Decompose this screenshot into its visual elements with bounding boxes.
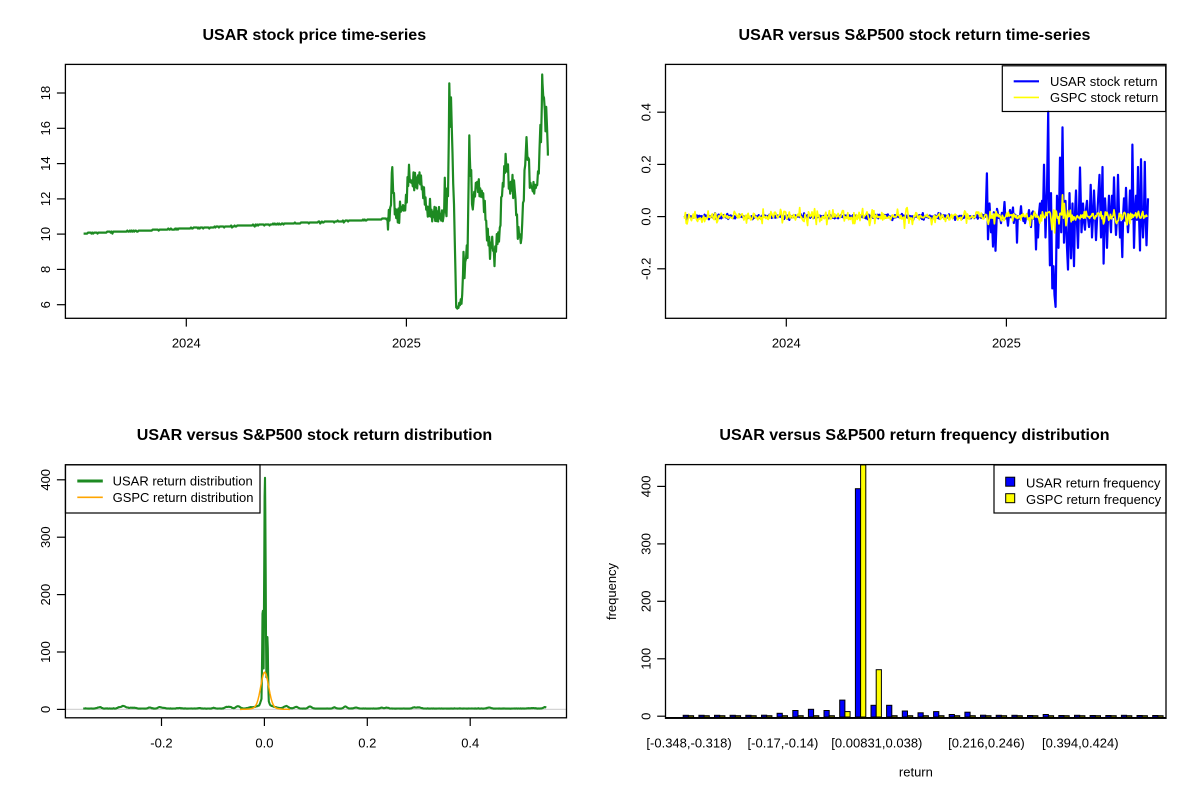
svg-text:300: 300 [38, 526, 53, 548]
svg-text:0.4: 0.4 [461, 736, 479, 751]
svg-text:2025: 2025 [392, 336, 421, 351]
svg-text:GSPC stock return: GSPC stock return [1050, 90, 1158, 105]
svg-text:USAR versus S&P500 return freq: USAR versus S&P500 return frequency dist… [719, 426, 1109, 444]
svg-text:100: 100 [38, 641, 53, 663]
svg-text:0: 0 [38, 706, 53, 713]
svg-text:GSPC return distribution: GSPC return distribution [113, 490, 254, 505]
svg-text:0.4: 0.4 [638, 103, 653, 121]
svg-text:GSPC return frequency: GSPC return frequency [1026, 492, 1162, 507]
svg-text:USAR return distribution: USAR return distribution [113, 474, 253, 489]
svg-text:USAR versus S&P500 stock retur: USAR versus S&P500 stock return distribu… [137, 426, 492, 444]
svg-text:USAR return frequency: USAR return frequency [1026, 475, 1161, 490]
svg-text:[0.394,0.424): [0.394,0.424) [1042, 736, 1119, 751]
svg-text:USAR versus S&P500 stock retur: USAR versus S&P500 stock return time-ser… [739, 26, 1091, 44]
svg-text:0.2: 0.2 [358, 736, 376, 751]
svg-text:2024: 2024 [772, 336, 801, 351]
svg-text:200: 200 [638, 590, 653, 612]
svg-text:14: 14 [38, 156, 53, 170]
svg-text:300: 300 [638, 533, 653, 555]
svg-text:USAR stock return: USAR stock return [1050, 74, 1158, 89]
svg-text:[0.00831,0.038): [0.00831,0.038) [831, 736, 922, 751]
svg-text:100: 100 [638, 648, 653, 670]
svg-text:400: 400 [38, 469, 53, 491]
svg-text:200: 200 [38, 584, 53, 606]
svg-text:[-0.17,-0.14): [-0.17,-0.14) [748, 736, 819, 751]
svg-text:0.0: 0.0 [255, 736, 273, 751]
svg-text:-0.2: -0.2 [638, 258, 653, 280]
svg-text:8: 8 [38, 266, 53, 273]
svg-text:USAR stock price time-series: USAR stock price time-series [202, 26, 426, 44]
svg-text:[0.216,0.246): [0.216,0.246) [948, 736, 1025, 751]
svg-text:0.0: 0.0 [638, 208, 653, 226]
svg-text:-0.2: -0.2 [150, 736, 172, 751]
svg-text:6: 6 [38, 301, 53, 308]
svg-text:400: 400 [638, 476, 653, 498]
svg-text:0: 0 [638, 713, 653, 720]
svg-text:frequency: frequency [604, 562, 619, 620]
svg-text:[-0.348,-0.318): [-0.348,-0.318) [646, 736, 731, 751]
svg-text:18: 18 [38, 86, 53, 100]
svg-text:2024: 2024 [172, 336, 201, 351]
svg-text:0.2: 0.2 [638, 155, 653, 173]
svg-text:16: 16 [38, 121, 53, 135]
svg-text:return: return [899, 765, 933, 780]
svg-text:12: 12 [38, 192, 53, 206]
svg-text:2025: 2025 [992, 336, 1021, 351]
svg-text:10: 10 [38, 227, 53, 241]
